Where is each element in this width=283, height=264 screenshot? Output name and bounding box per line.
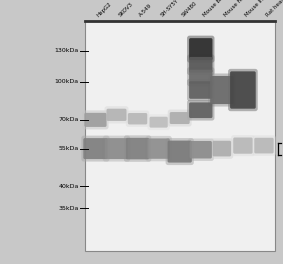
FancyBboxPatch shape <box>82 110 109 129</box>
FancyBboxPatch shape <box>187 54 215 75</box>
FancyBboxPatch shape <box>188 139 214 161</box>
Text: Rat heart: Rat heart <box>265 0 283 18</box>
FancyBboxPatch shape <box>103 136 130 162</box>
Text: A-549: A-549 <box>139 3 153 18</box>
FancyBboxPatch shape <box>104 106 128 124</box>
FancyBboxPatch shape <box>126 138 149 159</box>
FancyBboxPatch shape <box>105 138 128 159</box>
FancyBboxPatch shape <box>187 100 215 121</box>
FancyBboxPatch shape <box>230 71 256 109</box>
FancyBboxPatch shape <box>147 138 170 159</box>
Text: BFAR: BFAR <box>282 145 283 152</box>
FancyBboxPatch shape <box>106 109 127 121</box>
Text: HepG2: HepG2 <box>97 1 113 18</box>
FancyBboxPatch shape <box>126 111 149 127</box>
Text: SKOV3: SKOV3 <box>117 2 134 18</box>
FancyBboxPatch shape <box>233 138 253 154</box>
FancyBboxPatch shape <box>128 113 147 124</box>
FancyBboxPatch shape <box>170 112 190 124</box>
FancyBboxPatch shape <box>81 136 110 162</box>
FancyBboxPatch shape <box>187 79 215 101</box>
Text: Mouse brain: Mouse brain <box>202 0 229 18</box>
FancyBboxPatch shape <box>147 114 170 130</box>
FancyBboxPatch shape <box>187 36 215 63</box>
Text: 100kDa: 100kDa <box>55 79 79 84</box>
FancyBboxPatch shape <box>252 135 276 156</box>
Bar <box>85 21 275 251</box>
FancyBboxPatch shape <box>211 138 233 159</box>
FancyBboxPatch shape <box>84 113 107 127</box>
Text: SH-SY5Y: SH-SY5Y <box>160 0 179 18</box>
FancyBboxPatch shape <box>166 138 194 165</box>
Text: SW480: SW480 <box>181 1 198 18</box>
FancyBboxPatch shape <box>149 117 168 128</box>
FancyBboxPatch shape <box>189 102 213 118</box>
FancyBboxPatch shape <box>168 110 192 126</box>
FancyBboxPatch shape <box>254 138 274 153</box>
FancyBboxPatch shape <box>231 135 255 156</box>
FancyBboxPatch shape <box>190 141 212 158</box>
FancyBboxPatch shape <box>213 141 231 157</box>
FancyBboxPatch shape <box>124 135 151 162</box>
FancyBboxPatch shape <box>189 38 213 60</box>
Text: 70kDa: 70kDa <box>59 117 79 122</box>
FancyBboxPatch shape <box>168 140 192 163</box>
Text: 130kDa: 130kDa <box>55 49 79 54</box>
FancyBboxPatch shape <box>83 138 108 159</box>
Text: 35kDa: 35kDa <box>59 206 79 211</box>
Text: Mouse liver: Mouse liver <box>244 0 270 18</box>
Text: Mouse heart: Mouse heart <box>223 0 250 18</box>
Text: 55kDa: 55kDa <box>59 146 79 151</box>
FancyBboxPatch shape <box>228 69 258 111</box>
FancyBboxPatch shape <box>187 67 215 86</box>
FancyBboxPatch shape <box>208 73 235 107</box>
Text: 40kDa: 40kDa <box>59 184 79 189</box>
FancyBboxPatch shape <box>189 81 213 99</box>
FancyBboxPatch shape <box>189 70 213 84</box>
FancyBboxPatch shape <box>145 136 172 161</box>
FancyBboxPatch shape <box>189 57 213 73</box>
FancyBboxPatch shape <box>210 76 233 104</box>
